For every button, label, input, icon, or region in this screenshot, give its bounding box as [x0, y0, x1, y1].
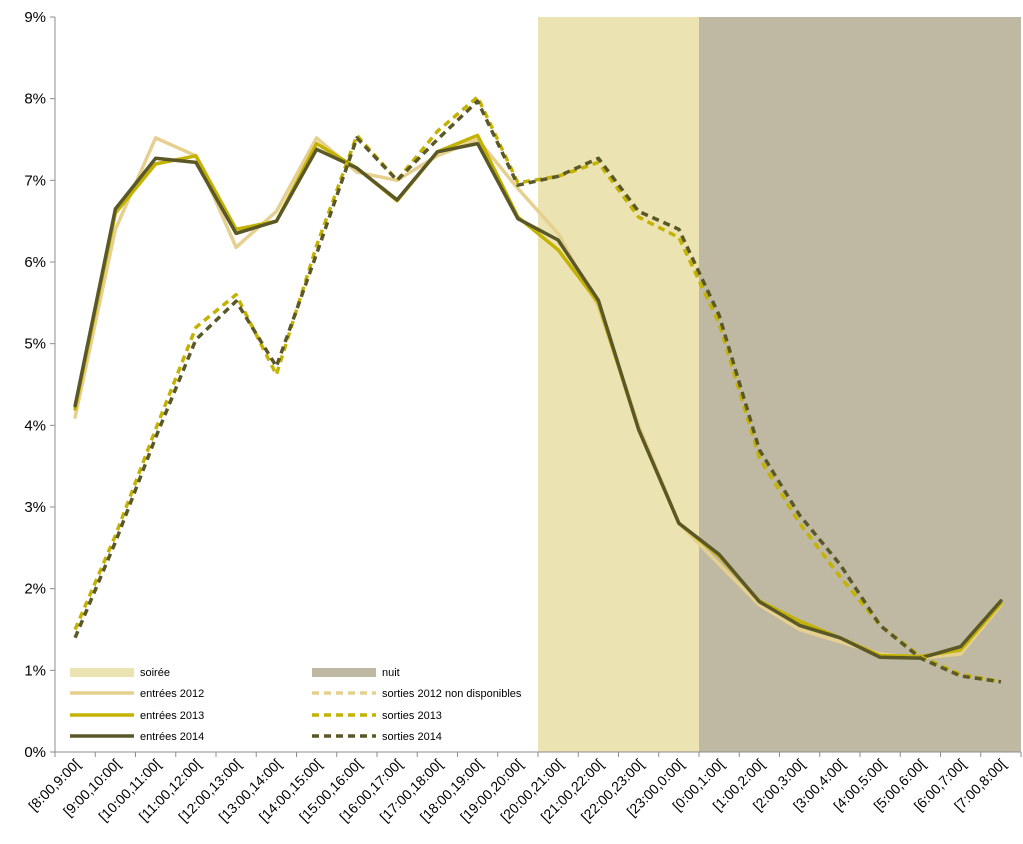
y-tick-label: 1%: [24, 662, 46, 679]
x-tick-labels: [8:00,9:00[[9:00,10:00[[10:00,11:00[[11:…: [25, 756, 1009, 825]
y-tick-label: 9%: [24, 9, 46, 26]
y-tick-label: 6%: [24, 254, 46, 271]
legend-label: entrées 2013: [140, 710, 204, 722]
legend: soirée nuit entrées 2012 sorties 2012 non d…: [70, 667, 522, 743]
band-1: [699, 17, 1021, 752]
y-tick-label: 3%: [24, 499, 46, 516]
y-tick-label: 5%: [24, 336, 46, 353]
legend-label: sorties 2012 non disponibles: [382, 688, 522, 700]
series-line-0: [73, 136, 1003, 660]
series-line-2: [73, 141, 1003, 660]
legend-label: nuit: [382, 667, 400, 679]
legend-swatch: [70, 668, 134, 677]
y-tick-label: 7%: [24, 172, 46, 189]
y-tick-label: 8%: [24, 91, 46, 108]
band-0: [538, 17, 699, 752]
series-line-4: [73, 95, 1002, 684]
y-tick-label: 0%: [24, 744, 46, 761]
y-tick-labels: 0% 1% 2% 3% 4% 5% 6% 7% 8% 9%: [24, 9, 46, 761]
legend-label: entrées 2014: [140, 731, 204, 743]
legend-label: sorties 2013: [382, 710, 442, 722]
axes: [50, 16, 1022, 757]
legend-label: sorties 2014: [382, 731, 442, 743]
legend-label: entrées 2012: [140, 688, 204, 700]
legend-swatch: [312, 668, 376, 677]
y-tick-label: 2%: [24, 581, 46, 598]
y-tick-label: 4%: [24, 417, 46, 434]
time-bands: [538, 17, 1021, 752]
legend-label: soirée: [140, 667, 170, 679]
series-lines: [73, 95, 1003, 684]
